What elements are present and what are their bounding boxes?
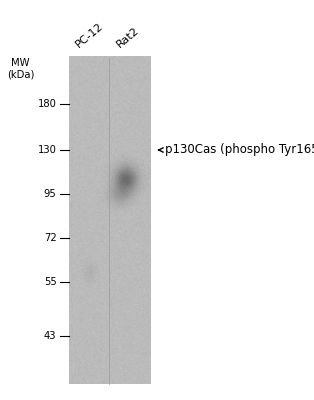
Text: p130Cas (phospho Tyr165): p130Cas (phospho Tyr165) xyxy=(165,144,314,156)
Text: MW
(kDa): MW (kDa) xyxy=(7,58,34,80)
Text: 55: 55 xyxy=(44,277,57,287)
Text: 130: 130 xyxy=(38,145,57,155)
Text: PC-12: PC-12 xyxy=(74,21,105,50)
Text: 43: 43 xyxy=(44,331,57,341)
Text: 95: 95 xyxy=(44,189,57,199)
Text: Rat2: Rat2 xyxy=(115,26,141,50)
Text: 72: 72 xyxy=(44,233,57,243)
Text: 180: 180 xyxy=(38,99,57,109)
